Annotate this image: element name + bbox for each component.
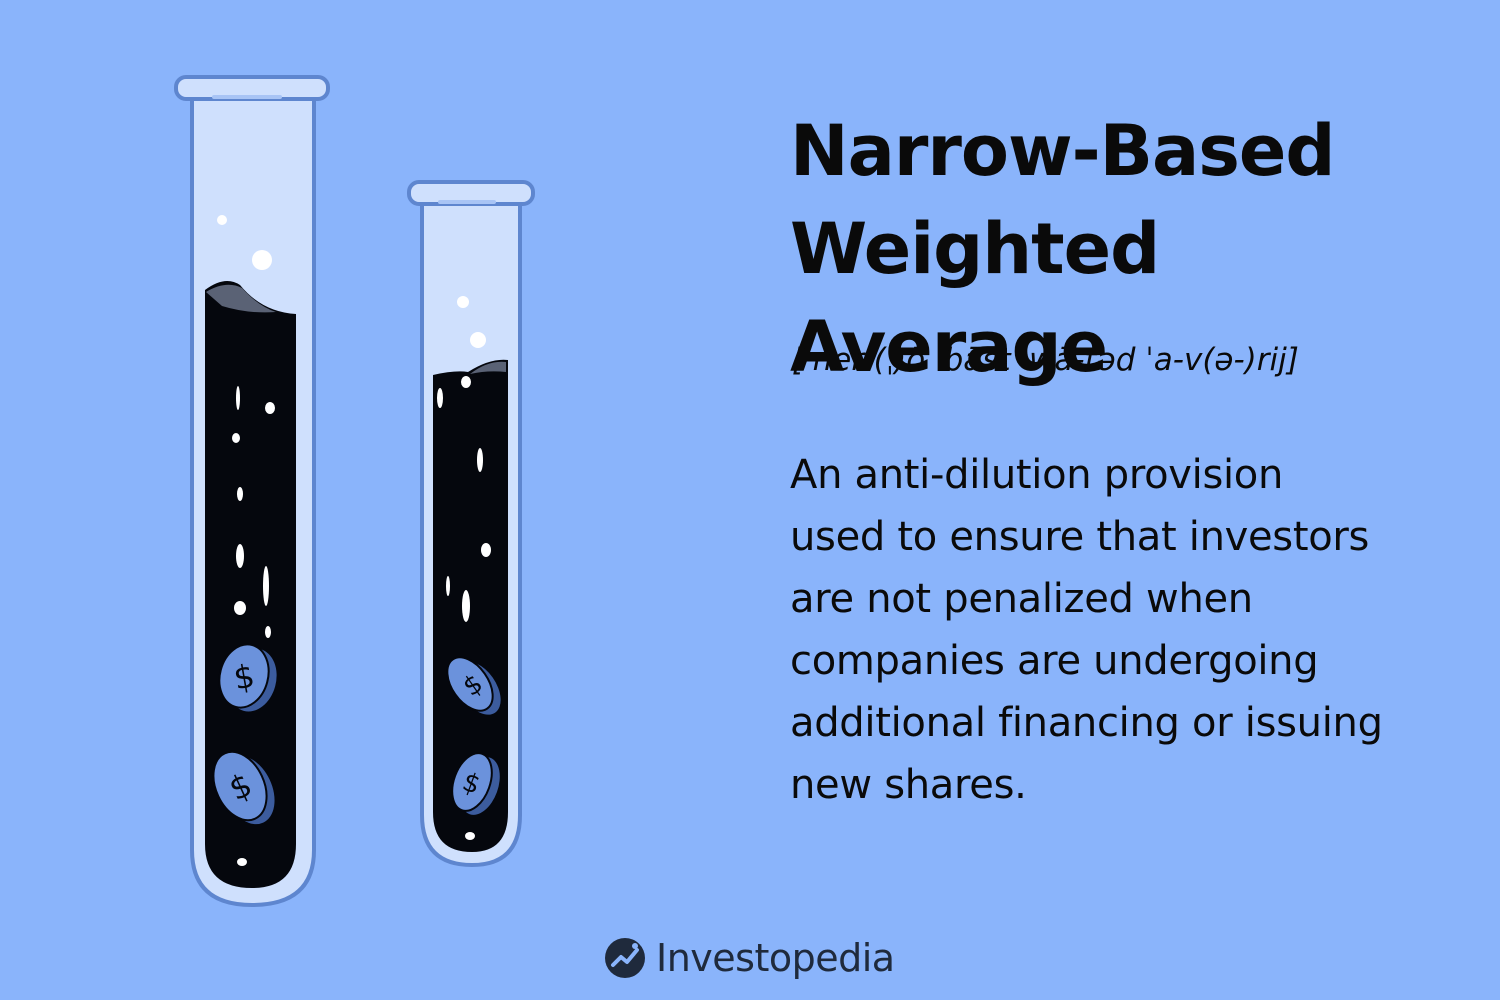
brand-name: Investopedia — [656, 936, 895, 980]
definition-line: new shares. — [790, 762, 1027, 808]
definition-text: An anti-dilution provision used to ensur… — [790, 444, 1480, 816]
bubble — [470, 332, 486, 348]
bubble — [457, 296, 469, 308]
investopedia-logo-icon — [605, 938, 645, 978]
liquid — [205, 281, 296, 888]
dollar-coin-icon: $ — [451, 752, 500, 815]
title-line: Weighted Average — [790, 208, 1160, 388]
bubble — [217, 215, 227, 225]
bubble — [252, 250, 272, 270]
dollar-coin-icon: $ — [446, 656, 501, 715]
pronunciation: [ˈner-(ˌ)ō ˈbāst ˈwā-təd ˈa-v(ə-)rij] — [792, 342, 1299, 378]
title-line: Narrow-Based — [790, 110, 1336, 192]
tall-test-tube: $ $ — [174, 75, 330, 908]
definition-line: companies are undergoing — [790, 638, 1319, 684]
page-title: Narrow-Based Weighted Average — [790, 102, 1480, 396]
definition-line: are not penalized when — [790, 576, 1253, 622]
dollar-coin-icon: $ — [218, 643, 277, 712]
liquid — [433, 359, 508, 852]
brand-logo: Investopedia — [604, 930, 895, 986]
definition-line: additional financing or issuing — [790, 700, 1383, 746]
definition-line: An anti-dilution provision — [790, 452, 1284, 498]
dollar-coin-icon: $ — [212, 750, 275, 825]
definition-line: used to ensure that investors — [790, 514, 1370, 560]
test-tubes-illustration: $ $ $ $ — [174, 75, 535, 908]
short-test-tube: $ $ — [407, 180, 535, 868]
